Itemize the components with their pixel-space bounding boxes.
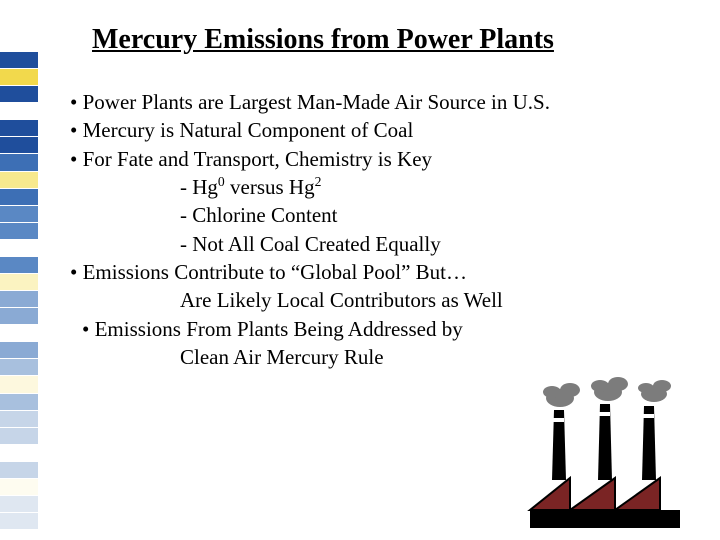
bullet-3: • For Fate and Transport, Chemistry is K… xyxy=(70,145,670,173)
decorative-bar xyxy=(0,376,38,392)
bullet-1: • Power Plants are Largest Man-Made Air … xyxy=(70,88,670,116)
decorative-bar xyxy=(0,52,38,68)
decorative-bar xyxy=(0,291,38,307)
decorative-bar xyxy=(0,274,38,290)
bullet-4: • Emissions Contribute to “Global Pool” … xyxy=(70,258,670,286)
sup1: 0 xyxy=(218,174,225,189)
bullet-5: • Emissions From Plants Being Addressed … xyxy=(70,315,670,343)
decorative-bar xyxy=(0,411,38,427)
factory-roof-icon xyxy=(530,478,680,528)
decorative-bar xyxy=(0,103,38,119)
sub-bullet-5: Clean Air Mercury Rule xyxy=(70,343,670,371)
decorative-bar xyxy=(0,189,38,205)
sub-bullet-2: - Chlorine Content xyxy=(70,201,670,229)
sup2: 2 xyxy=(315,174,322,189)
decorative-bar xyxy=(0,206,38,222)
sub1-b: versus Hg xyxy=(225,175,315,199)
decorative-bar xyxy=(0,120,38,136)
decorative-bar xyxy=(0,172,38,188)
decorative-bar xyxy=(0,342,38,358)
decorative-bar xyxy=(0,479,38,495)
decorative-bar xyxy=(0,325,38,341)
decorative-bar xyxy=(0,86,38,102)
decorative-bar xyxy=(0,359,38,375)
decorative-bar xyxy=(0,69,38,85)
sub-bullet-4: Are Likely Local Contributors as Well xyxy=(70,286,670,314)
factory-illustration xyxy=(520,370,690,530)
decorative-bar xyxy=(0,257,38,273)
decorative-bar xyxy=(0,513,38,529)
bullet-2: • Mercury is Natural Component of Coal xyxy=(70,116,670,144)
slide-title: Mercury Emissions from Power Plants xyxy=(92,24,554,56)
decorative-bar xyxy=(0,428,38,444)
decorative-bar xyxy=(0,496,38,512)
decorative-sidebar xyxy=(0,52,38,530)
decorative-bar xyxy=(0,223,38,239)
smoke-icon xyxy=(543,377,671,407)
decorative-bar xyxy=(0,394,38,410)
decorative-bar xyxy=(0,154,38,170)
decorative-bar xyxy=(0,137,38,153)
sub1-a: - Hg xyxy=(180,175,218,199)
decorative-bar xyxy=(0,308,38,324)
sub-bullet-1: - Hg0 versus Hg2 xyxy=(70,173,670,201)
decorative-bar xyxy=(0,445,38,461)
sub-bullet-3: - Not All Coal Created Equally xyxy=(70,230,670,258)
smokestacks-icon xyxy=(552,404,656,480)
decorative-bar xyxy=(0,462,38,478)
decorative-bar xyxy=(0,240,38,256)
slide-content: • Power Plants are Largest Man-Made Air … xyxy=(70,88,670,371)
